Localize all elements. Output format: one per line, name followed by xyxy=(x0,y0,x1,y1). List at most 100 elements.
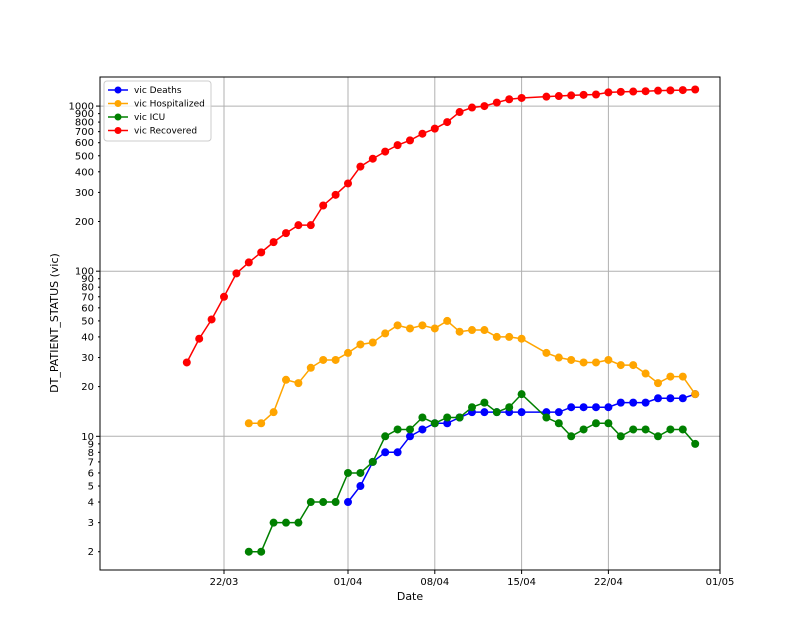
legend-box xyxy=(103,80,212,142)
data-point xyxy=(592,403,600,412)
data-point xyxy=(505,95,514,104)
data-point xyxy=(344,179,352,188)
data-point xyxy=(579,358,588,367)
data-point xyxy=(306,221,315,230)
data-point xyxy=(319,201,328,210)
x-tick-label: 08/04 xyxy=(420,577,449,588)
data-point xyxy=(182,358,191,367)
data-point xyxy=(480,102,489,111)
data-point xyxy=(492,408,501,417)
plot-frame xyxy=(99,76,721,571)
data-point xyxy=(368,338,377,347)
data-point xyxy=(691,85,700,94)
data-point xyxy=(468,326,476,335)
y-tick-label: 60 xyxy=(81,303,94,314)
data-point xyxy=(666,394,675,403)
data-point xyxy=(678,86,687,95)
data-point xyxy=(257,248,266,257)
data-point xyxy=(554,419,563,428)
data-point xyxy=(244,419,253,428)
x-tick-label: 01/04 xyxy=(334,577,363,588)
data-point xyxy=(244,547,253,556)
data-point xyxy=(418,129,427,138)
data-point xyxy=(641,398,650,407)
series-vic-hospitalized xyxy=(244,316,700,428)
data-point xyxy=(406,432,414,441)
data-point xyxy=(567,432,576,441)
data-point xyxy=(654,432,662,441)
data-point xyxy=(455,327,464,336)
series-vic-recovered xyxy=(182,85,700,367)
data-point xyxy=(319,498,328,507)
y-tick-label: 30 xyxy=(81,353,94,364)
data-point xyxy=(368,457,377,466)
data-point xyxy=(567,355,576,364)
data-point xyxy=(406,136,414,145)
data-point xyxy=(331,190,340,199)
data-point xyxy=(294,221,303,230)
y-tick-label: 400 xyxy=(75,167,94,178)
data-point xyxy=(430,124,439,133)
data-point xyxy=(244,258,253,267)
data-point xyxy=(567,403,576,412)
data-point xyxy=(443,413,452,422)
data-point xyxy=(455,413,464,422)
data-point xyxy=(505,332,514,341)
y-tick-label: 50 xyxy=(81,316,94,327)
data-point xyxy=(579,403,588,412)
y-tick-label: 40 xyxy=(81,332,94,343)
data-point xyxy=(430,324,439,333)
y-tick-label: 700 xyxy=(75,127,94,138)
data-point xyxy=(468,103,476,112)
data-point xyxy=(418,413,427,422)
data-point xyxy=(480,408,489,417)
data-point xyxy=(592,358,600,367)
x-axis-label: Date xyxy=(397,590,424,603)
data-point xyxy=(616,361,625,370)
data-point xyxy=(381,147,390,156)
y-tick-label: 800 xyxy=(75,118,94,129)
data-point xyxy=(629,361,638,370)
data-point xyxy=(393,321,402,330)
data-point xyxy=(554,92,563,101)
data-point xyxy=(269,238,278,247)
data-point xyxy=(418,321,427,330)
data-point xyxy=(344,468,352,477)
y-tick-label: 70 xyxy=(81,292,94,303)
data-point xyxy=(356,482,365,491)
data-point xyxy=(616,87,625,96)
data-point xyxy=(443,419,452,428)
data-point xyxy=(220,292,228,301)
y-tick-label: 9 xyxy=(88,439,94,450)
legend-marker xyxy=(114,113,122,121)
legend-marker xyxy=(114,86,122,94)
data-point xyxy=(406,425,414,434)
y-tick-label: 4 xyxy=(88,498,94,509)
data-point xyxy=(592,419,600,428)
y-tick-label: 1000 xyxy=(69,102,94,113)
data-point xyxy=(629,87,638,96)
data-point xyxy=(567,91,576,100)
y-tick-label: 2 xyxy=(88,547,94,558)
y-tick-label: 600 xyxy=(75,138,94,149)
data-point xyxy=(517,334,526,343)
legend-label: vic Recovered xyxy=(134,127,197,137)
x-tick-label: 01/05 xyxy=(706,577,735,588)
data-point xyxy=(480,326,489,335)
data-point xyxy=(691,390,700,399)
data-point xyxy=(195,334,204,343)
data-point xyxy=(344,348,352,357)
data-point xyxy=(418,425,427,434)
data-point xyxy=(257,547,266,556)
y-tick-label: 80 xyxy=(81,283,94,294)
data-point xyxy=(641,87,650,96)
data-point xyxy=(356,468,365,477)
data-point xyxy=(604,88,613,97)
data-point xyxy=(678,372,687,381)
data-point xyxy=(381,448,390,457)
legend-label: vic ICU xyxy=(134,113,165,123)
data-point xyxy=(641,425,650,434)
data-point xyxy=(232,269,241,278)
